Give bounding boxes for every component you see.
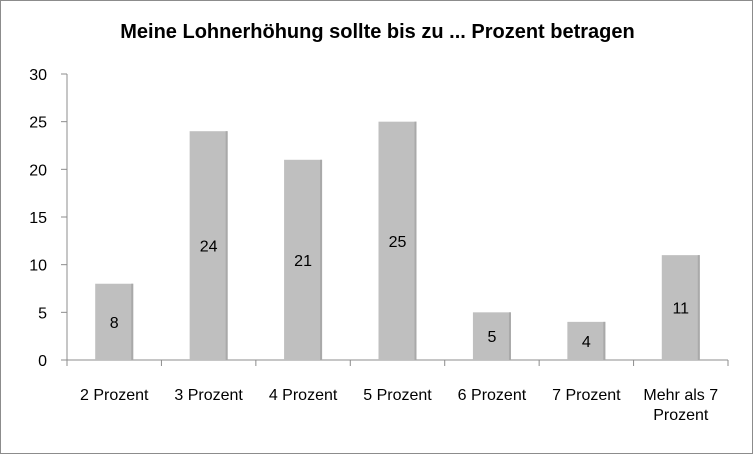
- x-tick-label: 2 Prozent: [80, 387, 149, 404]
- data-label: 25: [389, 234, 407, 251]
- bar: [95, 283, 134, 360]
- bar-edge: [603, 321, 606, 360]
- y-tick-label: 30: [29, 67, 47, 84]
- data-label: 4: [582, 334, 591, 351]
- data-label: 5: [487, 329, 496, 346]
- labels: 0 5 10 15 20 25 30 8 2 Prozent 24 3 Prozent 21 4 Pro…: [29, 67, 718, 424]
- data-label: 24: [200, 239, 218, 256]
- x-tick-label: Mehr als 7: [643, 387, 718, 404]
- x-tick-label: 6 Prozent: [458, 387, 527, 404]
- x-tick-label: 3 Prozent: [174, 387, 243, 404]
- bar-edge: [131, 283, 134, 360]
- data-label: 8: [110, 315, 119, 332]
- y-tick-label: 15: [29, 210, 47, 227]
- data-label: 11: [672, 301, 689, 318]
- x-tick-label: 4 Prozent: [269, 387, 338, 404]
- bar-edge: [414, 121, 417, 361]
- data-label: 21: [294, 253, 312, 270]
- y-tick-label: 20: [29, 162, 47, 179]
- bar-edge: [697, 255, 700, 360]
- bar-edge: [225, 131, 228, 360]
- bars: [95, 121, 700, 361]
- y-tick-label: 10: [29, 258, 47, 275]
- chart-title: Meine Lohnerhöhung sollte bis zu ... Pro…: [120, 21, 635, 43]
- bar: [378, 121, 417, 361]
- y-tick-label: 25: [29, 115, 47, 132]
- x-tick-label: 5 Prozent: [363, 387, 432, 404]
- x-tick-label: Prozent: [653, 407, 709, 424]
- bar-edge: [508, 312, 511, 360]
- y-tick-label: 0: [38, 353, 47, 370]
- bar: [567, 321, 606, 360]
- bar: [472, 312, 511, 360]
- bar: [661, 255, 700, 360]
- bar: [284, 159, 323, 360]
- y-tick-label: 5: [38, 305, 47, 322]
- bar-edge: [320, 159, 323, 360]
- bar: [189, 131, 228, 360]
- x-tick-label: 7 Prozent: [552, 387, 621, 404]
